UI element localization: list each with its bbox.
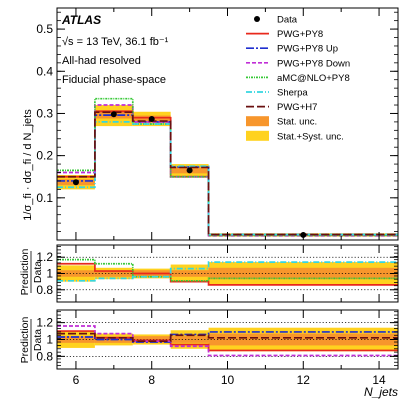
ratio-2-y-tick-label: 1 [46,333,53,347]
legend-label-stat-unc-: Stat. unc. [277,117,317,128]
main-y-axis-label: 1/σ_fi · dσ_fi / d N_jets [22,109,34,221]
data-point [186,167,193,174]
ratio-2-y-tick-label: 0.8 [36,349,53,363]
main-series-sherpa [57,121,398,236]
legend-label-pwg-py8-up: PWG+PY8 Up [277,44,338,55]
legend-swatch-stat-syst-unc- [246,130,269,141]
x-tick-label: 14 [372,373,386,387]
ratio-2-y-axis-label: Prediction Data [19,317,44,364]
x-tick-label: 8 [148,373,155,387]
main-y-tick-label: 0.4 [36,64,53,78]
main-series-pwg-py8-up [57,114,398,236]
ratio-1-band-stat-bin-4 [208,267,398,280]
ratio-2-label-data: Data [32,329,44,351]
data-point [110,111,117,118]
atlas-label: ATLAS [61,13,101,27]
main-y-tick-label: 0.2 [36,149,53,163]
ratio-2-band-stat-bin-4 [208,333,398,346]
ratio-2-band-stat-bin-0 [57,336,95,343]
legend-label-amc-nlo-py8: aMC@NLO+PY8 [277,73,350,84]
legend-label-data: Data [277,15,298,26]
data-point [72,179,79,186]
panel-ratio-2: 0.8 1 1.2 6 8 10 12 14 [36,309,399,387]
ratio-1-y-tick-label: 1.2 [36,250,53,264]
panels: 0.1 0.2 0.3 0.4 0.5 0.8 1 1.2 0.8 1 1.2 6 8 10 12 14 [36,7,399,387]
data-point [148,115,155,122]
ratio-1-y-axis-label: Prediction Data [19,249,44,296]
ratio-1-band-stat-bin-3 [170,270,209,277]
ratio-1-label-prediction: Prediction [19,249,31,296]
panel-ratio-1: 0.8 1 1.2 [36,244,399,303]
x-tick-label: 6 [73,373,80,387]
ratio-1-band-stat-bin-1 [94,270,133,277]
legend-label-pwg-py8-down: PWG+PY8 Down [277,58,350,69]
x-axis-label: N_jets [364,385,398,399]
legend-label-pwg-h7: PWG+H7 [277,102,317,113]
ratio-1-label-data: Data [32,261,44,283]
main-series-pwg-py8 [57,110,398,236]
ratio-1-y-tick-label: 1 [46,267,53,281]
main-series-pwg-h7 [57,111,398,236]
legend-label-pwg-py8: PWG+PY8 [277,29,323,40]
x-tick-label: 10 [221,373,235,387]
legend-label-stat-syst-unc-: Stat.+Syst. unc. [277,131,344,142]
ratio-2-series-pwg-h7 [57,332,398,343]
ratio-1-y-tick-label: 0.8 [36,283,53,297]
main-y-tick-label: 0.5 [36,22,53,36]
panel-main: 0.1 0.2 0.3 0.4 0.5 [36,7,399,241]
legend-swatch-stat-unc- [246,116,269,127]
legend-swatch-data [254,16,260,22]
main-y-tick-label: 0.1 [36,191,53,205]
legend-label-sherpa: Sherpa [277,88,308,99]
annotation-energy-lumi: √s = 13 TeV, 36.1 fb⁻¹ [62,36,169,48]
ratio-1-series-pwg-py8 [57,262,398,286]
main-y-tick-label: 0.3 [36,106,53,120]
annotation-phase-space: Fiducial phase-space [62,74,166,86]
ratio-2-band-stat-bin-3 [170,336,209,343]
ratio-1-series-sherpa [57,261,398,282]
x-tick-label: 12 [297,373,311,387]
ratio-2-y-tick-label: 1.2 [36,316,53,330]
legend: Data PWG+PY8 PWG+PY8 Up PWG+PY8 Down aMC@NLO… [246,15,350,142]
ratio-1-series-amc-nlo-py8 [57,258,398,282]
annotation-selection: All-had resolved [62,55,141,67]
ratio-1-band-stat-bin-0 [57,270,95,277]
ratio-2-label-prediction: Prediction [19,317,31,364]
